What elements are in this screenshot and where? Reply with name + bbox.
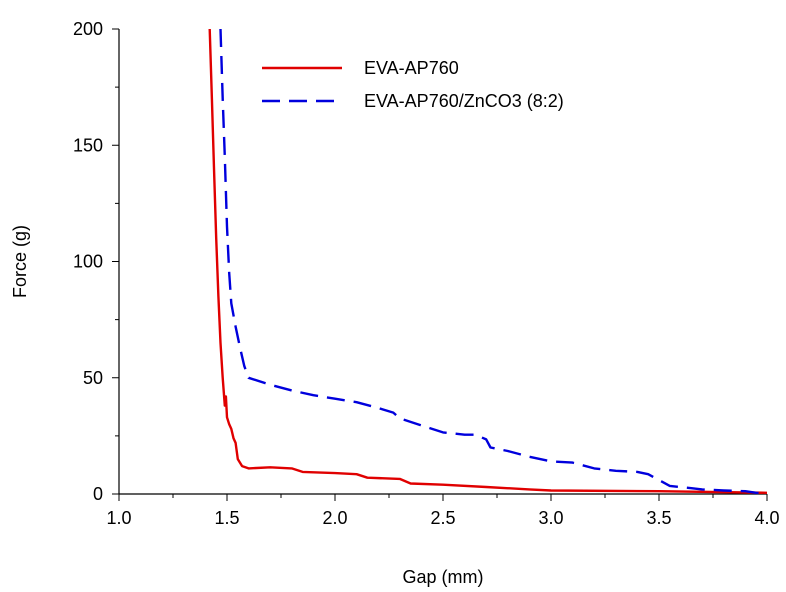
y-tick-label: 150 xyxy=(73,135,103,155)
y-tick-label: 0 xyxy=(93,484,103,504)
series-group xyxy=(208,28,768,495)
series-line-1 xyxy=(208,28,768,494)
legend-label-1: EVA-AP760 xyxy=(364,58,459,78)
y-tick-label: 50 xyxy=(83,368,103,388)
x-tick-label: 3.5 xyxy=(646,508,671,528)
y-axis-title: Force (g) xyxy=(10,225,30,298)
legend: EVA-AP760 EVA-AP760/ZnCO3 (8:2) xyxy=(262,58,564,111)
x-tick-label: 1.5 xyxy=(214,508,239,528)
axis-ticks: 1.0 1.5 2.0 2.5 3.0 3.5 4.0 0 50 100 150 200 xyxy=(73,19,780,528)
y-tick-label: 100 xyxy=(73,252,103,272)
legend-label-2: EVA-AP760/ZnCO3 (8:2) xyxy=(364,91,564,111)
x-tick-label: 2.0 xyxy=(322,508,347,528)
x-tick-label: 2.5 xyxy=(430,508,455,528)
x-tick-label: 3.0 xyxy=(538,508,563,528)
x-tick-label: 1.0 xyxy=(106,508,131,528)
series-line-2 xyxy=(219,28,768,495)
x-axis-title: Gap (mm) xyxy=(403,567,484,587)
y-tick-label: 200 xyxy=(73,19,103,39)
x-tick-label: 4.0 xyxy=(754,508,779,528)
